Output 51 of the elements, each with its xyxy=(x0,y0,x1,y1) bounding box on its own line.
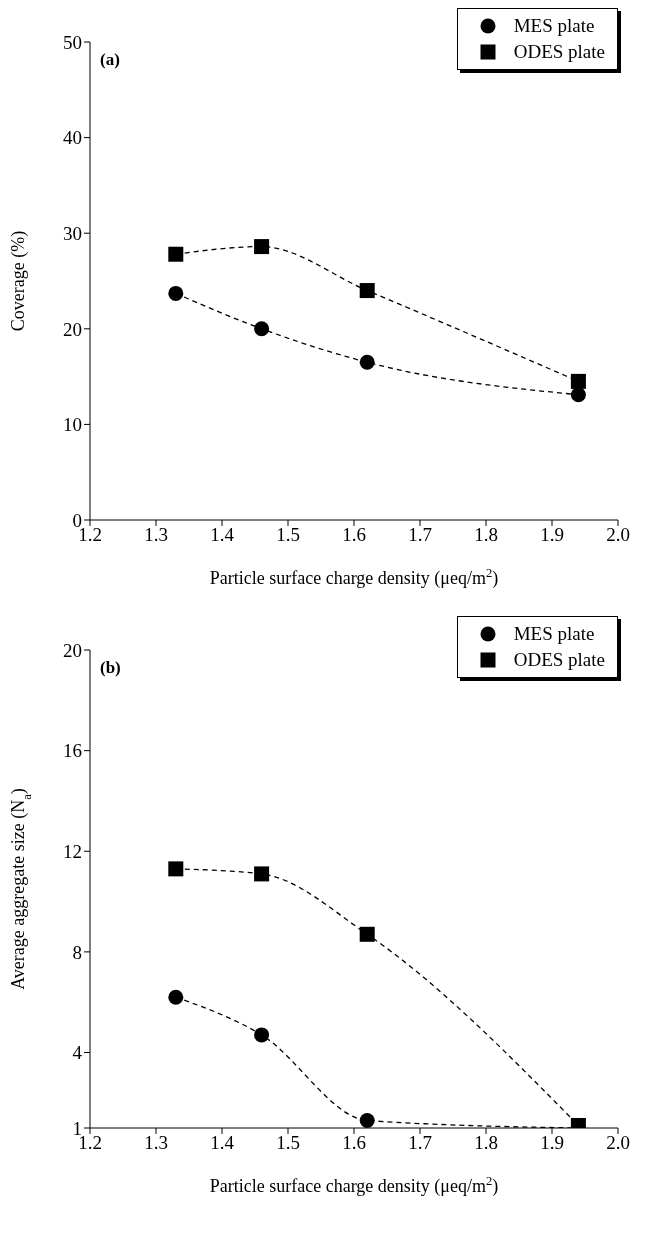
y-axis-title: Coverage (%) xyxy=(8,230,29,332)
legend-label: ODES plate xyxy=(513,40,605,64)
x-tick-label: 1.3 xyxy=(144,1132,168,1154)
y-tick-label: 12 xyxy=(63,841,82,863)
x-tick-label: 1.7 xyxy=(408,1132,432,1154)
x-tick-label: 2.0 xyxy=(606,524,630,546)
annotation: (a) xyxy=(100,50,120,70)
point xyxy=(359,283,375,299)
point xyxy=(570,387,586,403)
x-tick-label: 1.3 xyxy=(144,524,168,546)
legend-label: MES plate xyxy=(513,14,595,38)
point xyxy=(168,861,184,877)
point xyxy=(254,1027,270,1043)
point xyxy=(254,321,270,337)
point xyxy=(359,354,375,370)
x-tick-label: 1.9 xyxy=(540,524,564,546)
x-tick-label: 1.5 xyxy=(276,524,300,546)
point xyxy=(359,1112,375,1128)
x-tick-label: 1.8 xyxy=(474,1132,498,1154)
x-tick-label: 2.0 xyxy=(606,1132,630,1154)
y-tick-label: 1 xyxy=(72,1117,82,1139)
point xyxy=(168,285,184,301)
x-tick-label: 1.5 xyxy=(276,1132,300,1154)
point xyxy=(254,239,270,255)
x-axis-title: Particle surface charge density (μeq/m$^{2}$) xyxy=(209,566,499,589)
legend-label: ODES plate xyxy=(513,648,605,672)
y-tick-label: 50 xyxy=(63,31,82,53)
point xyxy=(254,866,270,882)
y-tick-label: 40 xyxy=(63,127,82,149)
y-tick-label: 4 xyxy=(72,1042,83,1064)
x-axis-title: Particle surface charge density (μeq/m$^{2}$) xyxy=(209,1174,499,1197)
x-tick-label: 1.6 xyxy=(342,524,366,546)
point xyxy=(570,373,586,389)
y-tick-label: 8 xyxy=(72,941,82,963)
x-tick-label: 1.7 xyxy=(408,524,432,546)
point xyxy=(359,926,375,942)
x-tick-label: 1.4 xyxy=(210,524,235,546)
x-tick-label: 1.8 xyxy=(474,524,498,546)
annotation: (b) xyxy=(100,658,121,678)
y-tick-label: 20 xyxy=(63,318,82,340)
y-tick-label: 30 xyxy=(63,222,82,244)
y-tick-label: 0 xyxy=(72,509,82,531)
point xyxy=(168,989,184,1005)
x-tick-label: 1.6 xyxy=(342,1132,366,1154)
point xyxy=(168,246,184,262)
legend-label: MES plate xyxy=(513,622,595,646)
y-tick-label: 16 xyxy=(63,740,82,762)
x-tick-label: 1.4 xyxy=(210,1132,235,1154)
y-tick-label: 10 xyxy=(63,414,82,436)
y-tick-label: 20 xyxy=(63,639,82,661)
x-tick-label: 1.9 xyxy=(540,1132,564,1154)
